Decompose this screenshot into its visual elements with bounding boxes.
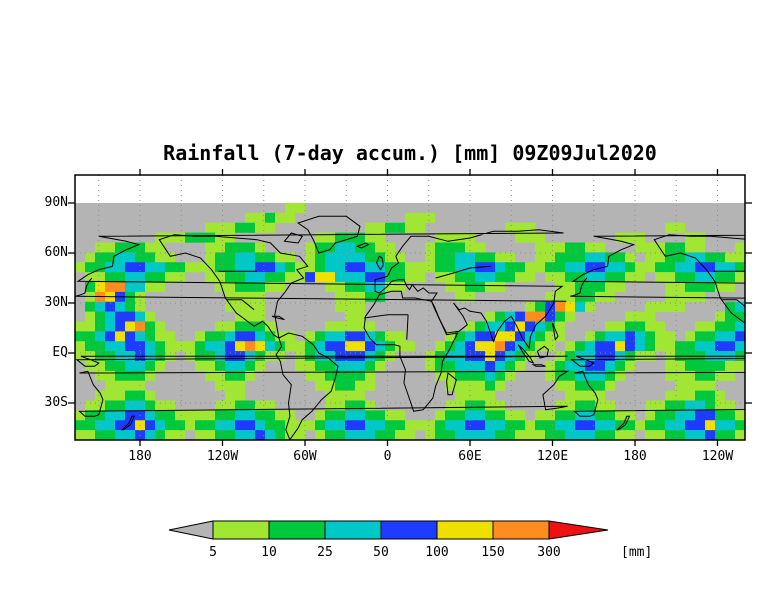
lat-label-EQ: EQ — [52, 345, 68, 360]
lon-label-3-0: 0 — [383, 449, 392, 464]
lon-label-2-60W: 60W — [293, 449, 317, 464]
world-rainfall-map — [68, 169, 752, 446]
colorbar-level-25: 25 — [317, 545, 333, 560]
colorbar-level-150: 150 — [481, 545, 504, 560]
colorbar-level-5: 5 — [209, 545, 217, 560]
plot-title: Rainfall (7-day accum.) [mm] 09Z09Jul202… — [163, 141, 657, 165]
lon-label-4-60E: 60E — [458, 449, 482, 464]
lon-label-5-120E: 120E — [536, 449, 569, 464]
lon-label-7-120W: 120W — [701, 449, 734, 464]
lon-label-1-120W: 120W — [206, 449, 239, 464]
colorbar-level-100: 100 — [425, 545, 448, 560]
map-frame — [74, 174, 746, 441]
colorbar-segment-1 — [268, 520, 326, 540]
lat-label-30S: 30S — [44, 395, 68, 410]
colorbar-level-50: 50 — [373, 545, 389, 560]
rainfall-colorbar: 5 10 25 50 100 150 300 [mm] — [168, 520, 652, 560]
axis-ticks — [68, 169, 752, 446]
lat-label-60N: 60N — [44, 245, 68, 260]
colorbar-level-300: 300 — [537, 545, 560, 560]
colorbar-above-arrow — [548, 520, 609, 540]
map-plot-area — [75, 175, 745, 440]
lat-label-90N: 90N — [44, 195, 68, 210]
coastlines — [75, 215, 745, 440]
lon-label-0-180: 180 — [128, 449, 152, 464]
lat-label-30N: 30N — [44, 295, 68, 310]
colorbar-segment-0 — [212, 520, 270, 540]
colorbar-unit-label: [mm] — [621, 545, 652, 560]
graticule — [75, 175, 745, 440]
colorbar-segment-3 — [380, 520, 438, 540]
colorbar-segment-5 — [492, 520, 550, 540]
colorbar-level-10: 10 — [261, 545, 277, 560]
lon-label-6-180: 180 — [623, 449, 647, 464]
colorbar-segment-4 — [436, 520, 494, 540]
colorbar-below-arrow — [168, 520, 214, 540]
colorbar-segment-2 — [324, 520, 382, 540]
